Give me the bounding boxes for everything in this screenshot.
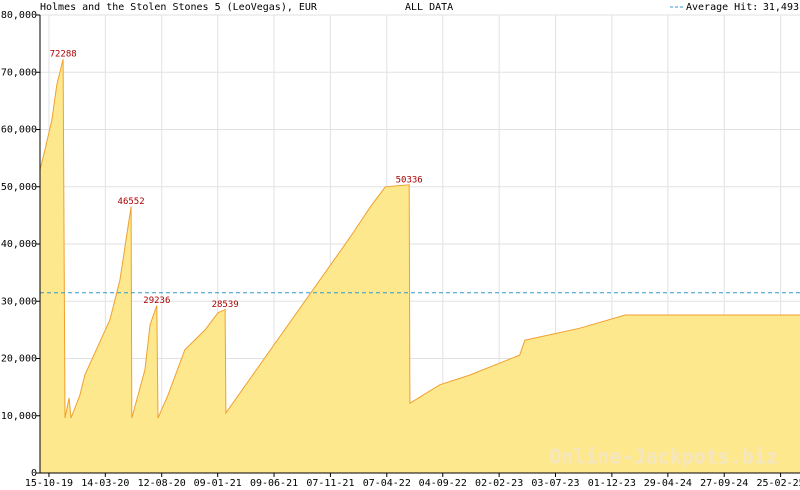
x-tick-label: 01-12-23 xyxy=(588,478,636,489)
legend-label: Average Hit: xyxy=(686,2,758,13)
data-label: 46552 xyxy=(118,197,145,207)
x-tick-label: 02-02-23 xyxy=(475,478,523,489)
x-tick-label: 14-03-20 xyxy=(81,478,129,489)
data-label: 72288 xyxy=(50,50,77,60)
area xyxy=(40,59,800,473)
x-tick-label: 12-08-20 xyxy=(138,478,186,489)
chart-title: Holmes and the Stolen Stones 5 (LeoVegas… xyxy=(40,2,318,13)
y-tick-label: 70,000 xyxy=(1,67,37,78)
y-tick-label: 50,000 xyxy=(1,182,37,193)
y-tick-label: 60,000 xyxy=(1,125,37,136)
y-tick-label: 80,000 xyxy=(1,10,37,21)
x-tick-label: 15-10-19 xyxy=(25,478,73,489)
x-tick-label: 29-04-24 xyxy=(644,478,692,489)
data-label: 28539 xyxy=(212,300,239,310)
x-tick-label: 03-07-23 xyxy=(531,478,579,489)
data-label: 50336 xyxy=(396,175,423,185)
y-tick-label: 40,000 xyxy=(1,239,37,250)
x-tick-label: 07-04-22 xyxy=(363,478,411,489)
data-label: 29236 xyxy=(143,296,170,306)
x-tick-label: 09-01-21 xyxy=(194,478,242,489)
x-tick-label: 07-11-21 xyxy=(306,478,354,489)
y-tick-label: 10,000 xyxy=(1,411,37,422)
line xyxy=(39,59,800,419)
y-tick-label: 30,000 xyxy=(1,296,37,307)
y-tick-label: 20,000 xyxy=(1,354,37,365)
watermark: Online-Jackpots.biz xyxy=(549,445,778,469)
x-tick-label: 25-02-25 xyxy=(757,478,800,489)
x-tick-label: 04-09-22 xyxy=(419,478,467,489)
chart-subtitle: ALL DATA xyxy=(405,2,453,13)
x-tick-label: 27-09-24 xyxy=(700,478,748,489)
y-tick-label: 0 xyxy=(31,468,37,479)
legend-value: 31,493 xyxy=(763,2,799,13)
x-tick-label: 09-06-21 xyxy=(250,478,298,489)
